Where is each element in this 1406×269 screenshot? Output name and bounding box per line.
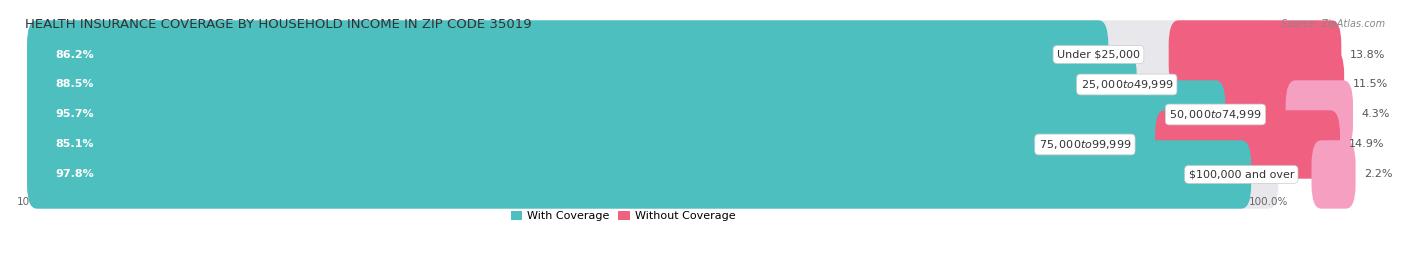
- FancyBboxPatch shape: [27, 20, 1108, 89]
- FancyBboxPatch shape: [27, 110, 1095, 179]
- Text: 85.1%: 85.1%: [55, 140, 94, 150]
- Text: Source: ZipAtlas.com: Source: ZipAtlas.com: [1281, 19, 1385, 29]
- FancyBboxPatch shape: [1312, 140, 1355, 209]
- Text: 95.7%: 95.7%: [55, 109, 94, 119]
- Text: 2.2%: 2.2%: [1364, 169, 1393, 179]
- FancyBboxPatch shape: [27, 50, 1136, 119]
- FancyBboxPatch shape: [27, 80, 1278, 149]
- Legend: With Coverage, Without Coverage: With Coverage, Without Coverage: [510, 211, 735, 221]
- FancyBboxPatch shape: [27, 140, 1251, 209]
- Text: $75,000 to $99,999: $75,000 to $99,999: [1039, 138, 1132, 151]
- Text: $100,000 and over: $100,000 and over: [1188, 169, 1294, 179]
- FancyBboxPatch shape: [27, 140, 1278, 209]
- Text: 11.5%: 11.5%: [1353, 80, 1388, 90]
- Text: 14.9%: 14.9%: [1348, 140, 1384, 150]
- Text: 86.2%: 86.2%: [55, 49, 94, 59]
- FancyBboxPatch shape: [1285, 80, 1353, 149]
- FancyBboxPatch shape: [27, 20, 1278, 89]
- Text: $25,000 to $49,999: $25,000 to $49,999: [1081, 78, 1173, 91]
- FancyBboxPatch shape: [27, 50, 1278, 119]
- FancyBboxPatch shape: [1168, 20, 1341, 89]
- FancyBboxPatch shape: [27, 110, 1278, 179]
- FancyBboxPatch shape: [1197, 50, 1344, 119]
- Text: 13.8%: 13.8%: [1350, 49, 1385, 59]
- FancyBboxPatch shape: [1156, 110, 1340, 179]
- FancyBboxPatch shape: [27, 80, 1225, 149]
- Text: 4.3%: 4.3%: [1361, 109, 1391, 119]
- Text: 97.8%: 97.8%: [55, 169, 94, 179]
- Text: Under $25,000: Under $25,000: [1057, 49, 1140, 59]
- Text: 88.5%: 88.5%: [55, 80, 94, 90]
- Text: HEALTH INSURANCE COVERAGE BY HOUSEHOLD INCOME IN ZIP CODE 35019: HEALTH INSURANCE COVERAGE BY HOUSEHOLD I…: [24, 18, 531, 31]
- Text: $50,000 to $74,999: $50,000 to $74,999: [1170, 108, 1261, 121]
